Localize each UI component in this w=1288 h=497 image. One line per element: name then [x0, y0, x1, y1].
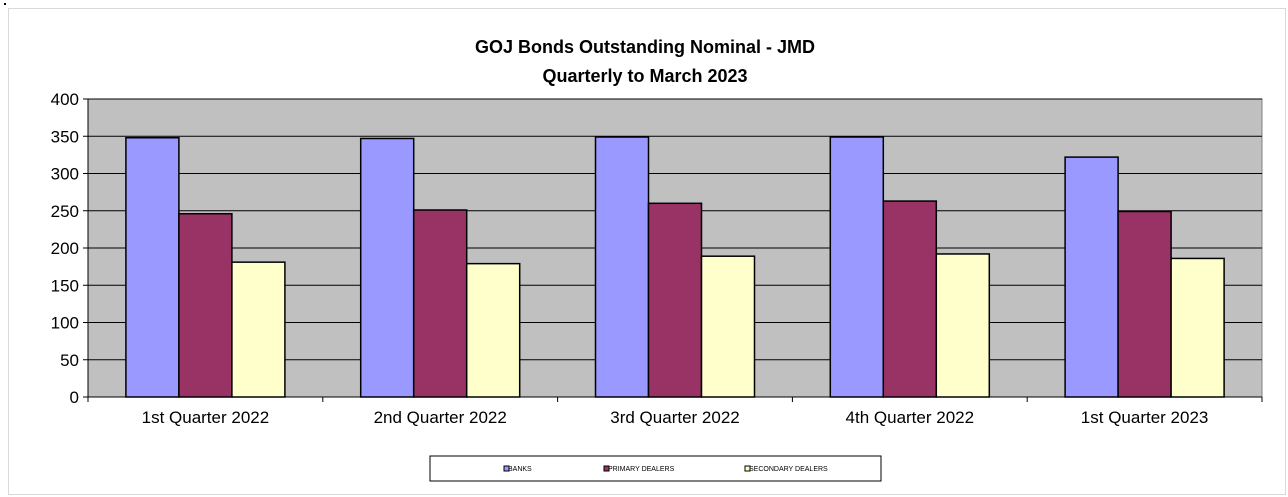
chart-title: GOJ Bonds Outstanding Nominal - JMD: [475, 37, 815, 57]
bar-primary-dealers: [1117, 210, 1172, 398]
y-tick-label: 200: [51, 239, 79, 258]
bar-banks: [829, 136, 885, 398]
bar-banks: [359, 137, 415, 398]
bar-secondary-dealers: [700, 255, 756, 398]
bar-primary-dealers: [178, 212, 233, 398]
x-tick-label: 3rd Quarter 2022: [610, 408, 739, 427]
y-tick-label: 50: [60, 351, 79, 370]
legend-label: SECONDARY DEALERS: [749, 466, 828, 473]
x-tick-label: 2nd Quarter 2022: [374, 408, 507, 427]
y-tick-label: 250: [51, 202, 79, 221]
bar-banks: [1064, 156, 1119, 398]
bar-primary-dealers: [647, 202, 703, 398]
y-tick-label: 350: [51, 127, 79, 146]
x-tick-label: 1st Quarter 2023: [1081, 408, 1209, 427]
y-tick-label: 0: [70, 388, 79, 407]
bar-secondary-dealers: [935, 253, 991, 398]
x-tick-label: 1st Quarter 2022: [142, 408, 270, 427]
x-tick-label: 4th Quarter 2022: [846, 408, 975, 427]
bar-secondary-dealers: [465, 262, 521, 398]
legend-label: BANKS: [508, 466, 532, 473]
bar-banks: [125, 136, 180, 398]
bar-primary-dealers: [882, 200, 938, 398]
chart-subtitle: Quarterly to March 2023: [542, 66, 747, 86]
legend-swatch: [503, 465, 510, 472]
y-tick-label: 300: [51, 165, 79, 184]
bar-primary-dealers: [412, 209, 468, 398]
legend-label: PRIMARY DEALERS: [608, 466, 675, 473]
y-tick-label: 400: [51, 90, 79, 109]
bar-secondary-dealers: [231, 261, 286, 398]
bar-banks: [594, 136, 650, 398]
bar-secondary-dealers: [1170, 257, 1225, 398]
legend-swatch: [603, 465, 610, 472]
corner-dot: [4, 3, 6, 5]
y-tick-label: 100: [51, 314, 79, 333]
legend-swatch: [744, 465, 751, 472]
y-tick-label: 150: [51, 276, 79, 295]
